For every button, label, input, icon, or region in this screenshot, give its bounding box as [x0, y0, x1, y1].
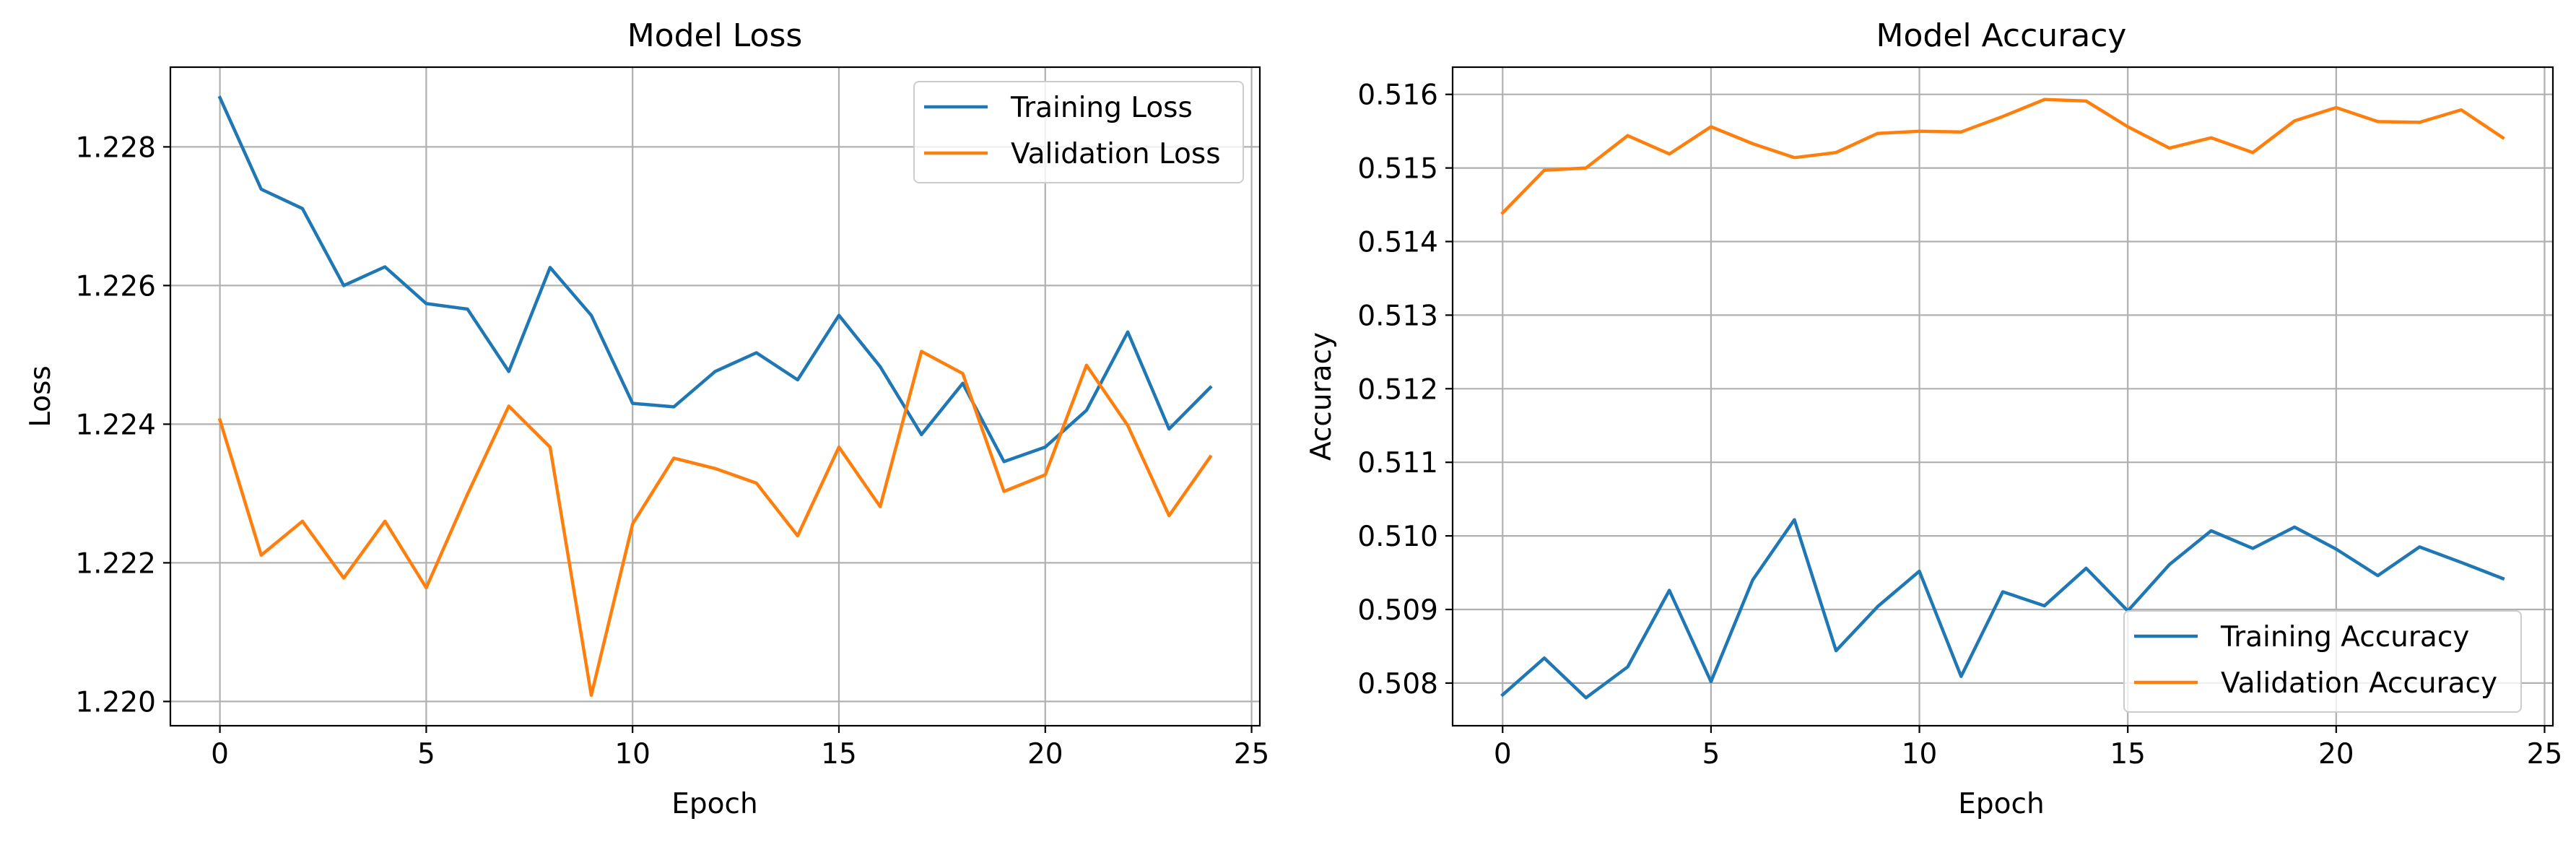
loss-x-tick-label: 10 — [614, 738, 650, 771]
loss-ticks: 0 5 10 15 20 25 1.220 1.222 1.224 1.226 1.228 — [75, 131, 1269, 771]
loss-x-tick-label: 25 — [1234, 738, 1270, 771]
loss-y-tick-label: 1.228 — [75, 131, 156, 164]
accuracy-legend: Training Accuracy Validation Accuracy — [2123, 610, 2522, 713]
loss-series-validation-loss — [217, 350, 1213, 698]
loss-x-tick-label: 5 — [417, 738, 435, 771]
loss-y-tick-label: 1.226 — [75, 270, 156, 303]
accuracy-legend-label-training: Training Accuracy — [2220, 621, 2469, 654]
accuracy-y-axis-label: Accuracy — [1305, 332, 1338, 461]
accuracy-y-tick-label: 0.509 — [1357, 594, 1438, 627]
loss-series-layer — [217, 95, 1213, 698]
loss-chart-title: Model Loss — [627, 17, 803, 54]
accuracy-ticks: 0 5 10 15 20 25 0.508 0.509 0.510 0.511 0.512 0.513… — [1357, 79, 2562, 771]
accuracy-plot-frame — [1451, 66, 2554, 727]
accuracy-series-validation-accuracy — [1500, 97, 2505, 215]
accuracy-series-training-accuracy — [1500, 518, 2505, 700]
loss-legend-label-training: Training Loss — [1010, 92, 1193, 124]
loss-x-tick-label: 15 — [821, 738, 857, 771]
loss-y-tick-label: 1.224 — [75, 409, 156, 441]
accuracy-chart: 0 5 10 15 20 25 0.508 0.509 0.510 0.511 0.512 0.513… — [1305, 17, 2562, 820]
accuracy-y-tick-label: 0.510 — [1357, 521, 1438, 553]
accuracy-x-tick-label: 10 — [1902, 738, 1938, 771]
accuracy-x-tick-label: 15 — [2110, 738, 2146, 771]
loss-y-axis-label: Loss — [25, 365, 57, 427]
loss-chart: 0 5 10 15 20 25 1.220 1.222 1.224 1.226 1.228 Mode… — [25, 17, 1269, 820]
accuracy-y-tick-label: 0.513 — [1357, 300, 1438, 332]
loss-legend: Training Loss Validation Loss — [913, 81, 1244, 183]
accuracy-y-tick-label: 0.511 — [1357, 447, 1438, 479]
accuracy-x-tick-label: 20 — [2318, 738, 2354, 771]
loss-legend-box — [913, 81, 1244, 183]
accuracy-x-tick-label: 25 — [2527, 738, 2563, 771]
accuracy-y-tick-label: 0.516 — [1357, 79, 1438, 112]
accuracy-series-layer — [1500, 97, 2505, 700]
accuracy-x-tick-label: 5 — [1702, 738, 1720, 771]
accuracy-x-axis-label: Epoch — [1958, 788, 2044, 820]
accuracy-legend-label-validation: Validation Accuracy — [2221, 667, 2497, 700]
accuracy-x-tick-label: 0 — [1494, 738, 1512, 771]
loss-series-training-loss — [217, 95, 1213, 464]
accuracy-y-tick-label: 0.515 — [1357, 153, 1438, 186]
accuracy-y-tick-label: 0.514 — [1357, 227, 1438, 259]
loss-y-tick-label: 1.222 — [75, 547, 156, 580]
accuracy-y-tick-label: 0.512 — [1357, 373, 1438, 406]
loss-x-axis-label: Epoch — [671, 788, 757, 820]
accuracy-grid — [1453, 67, 2553, 726]
loss-x-tick-label: 0 — [211, 738, 229, 771]
accuracy-legend-box — [2123, 610, 2522, 713]
accuracy-y-tick-label: 0.508 — [1357, 668, 1438, 700]
loss-plot-frame — [169, 66, 1261, 727]
accuracy-chart-title: Model Accuracy — [1876, 17, 2127, 54]
loss-y-tick-label: 1.220 — [75, 686, 156, 719]
loss-legend-label-validation: Validation Loss — [1011, 138, 1221, 170]
loss-x-tick-label: 20 — [1027, 738, 1063, 771]
